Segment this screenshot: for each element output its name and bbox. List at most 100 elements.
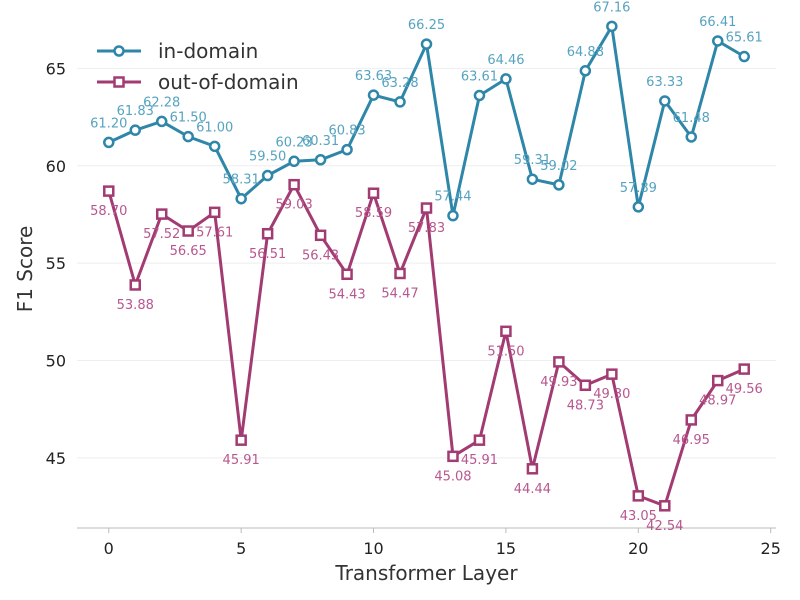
data-label-in-domain-0: 61.20 — [90, 116, 127, 131]
grid-lines — [77, 67, 776, 459]
series-out-of-domain — [103, 178, 750, 512]
data-label-out-of-domain-11: 54.47 — [381, 286, 418, 301]
legend-item-in-domain: in-domain — [97, 39, 258, 63]
point-out-of-domain-6 — [261, 228, 274, 240]
data-label-out-of-domain-20: 43.05 — [620, 509, 657, 524]
point-in-domain-20 — [632, 201, 645, 213]
y-axis-title: F1 Score — [13, 226, 37, 313]
data-label-out-of-domain-21: 42.54 — [646, 519, 683, 534]
data-label-in-domain-18: 64.88 — [567, 45, 604, 60]
point-out-of-domain-23 — [712, 374, 724, 387]
point-out-of-domain-7 — [288, 178, 300, 191]
point-out-of-domain-18 — [579, 379, 592, 392]
data-label-in-domain-2: 62.28 — [143, 95, 180, 110]
y-tick-label-55: 55 — [46, 254, 66, 273]
point-in-domain-6 — [261, 169, 274, 182]
point-in-domain-24 — [738, 50, 750, 63]
data-label-out-of-domain-15: 51.50 — [487, 344, 524, 359]
point-in-domain-13 — [447, 209, 459, 222]
data-label-out-of-domain-12: 57.83 — [408, 221, 445, 236]
data-label-out-of-domain-10: 58.59 — [355, 206, 392, 221]
point-in-domain-2 — [155, 115, 168, 128]
x-tick-label-10: 10 — [363, 539, 383, 558]
data-label-out-of-domain-23: 48.97 — [699, 394, 736, 409]
data-label-in-domain-13: 57.44 — [434, 190, 471, 205]
point-in-domain-11 — [394, 96, 406, 108]
data-label-in-domain-11: 63.28 — [381, 76, 418, 91]
series-in-domain — [103, 20, 750, 222]
legend-item-out-of-domain: out-of-domain — [97, 70, 299, 94]
data-label-in-domain-7: 60.23 — [276, 135, 313, 150]
data-label-out-of-domain-19: 49.30 — [593, 387, 630, 402]
point-out-of-domain-3 — [182, 225, 194, 237]
point-out-of-domain-12 — [420, 202, 433, 214]
x-tick-label-5: 5 — [236, 539, 246, 558]
data-label-out-of-domain-1: 53.88 — [117, 298, 154, 313]
y-tick-label-45: 45 — [46, 449, 66, 468]
data-label-in-domain-21: 63.33 — [646, 75, 683, 90]
data-label-in-domain-6: 59.50 — [249, 150, 286, 165]
x-tick-label-25: 25 — [761, 539, 781, 558]
point-in-domain-19 — [606, 20, 618, 33]
data-label-in-domain-19: 67.16 — [593, 0, 630, 15]
data-label-in-domain-15: 64.46 — [487, 53, 524, 68]
data-label-in-domain-24: 65.61 — [726, 31, 763, 46]
series-layer — [103, 20, 750, 512]
point-out-of-domain-21 — [659, 500, 671, 512]
data-label-out-of-domain-7: 59.03 — [276, 198, 313, 213]
legend: in-domain out-of-domain — [97, 39, 299, 94]
point-out-of-domain-0 — [103, 185, 115, 197]
data-label-in-domain-8: 60.31 — [302, 134, 339, 149]
data-label-out-of-domain-9: 54.43 — [328, 287, 365, 302]
point-in-domain-22 — [685, 131, 698, 143]
data-label-in-domain-5: 58.31 — [223, 173, 260, 188]
data-label-out-of-domain-8: 56.43 — [302, 248, 339, 263]
data-label-in-domain-16: 59.31 — [514, 153, 551, 168]
point-in-domain-15 — [500, 73, 512, 85]
legend-marker-in-domain — [113, 45, 125, 57]
y-tick-label-65: 65 — [46, 59, 66, 78]
point-out-of-domain-10 — [367, 187, 380, 199]
data-label-in-domain-1: 61.83 — [117, 104, 154, 119]
point-in-domain-14 — [473, 89, 486, 102]
point-out-of-domain-24 — [738, 363, 750, 375]
x-axis-ticks: 0 5 10 15 20 25 — [104, 528, 781, 558]
data-label-out-of-domain-14: 45.91 — [461, 453, 498, 468]
point-out-of-domain-22 — [685, 414, 698, 426]
point-in-domain-16 — [526, 173, 539, 185]
data-label-in-domain-23: 66.41 — [699, 15, 736, 30]
point-in-domain-3 — [182, 130, 194, 143]
point-out-of-domain-19 — [606, 368, 618, 380]
data-label-in-domain-3: 61.50 — [170, 111, 207, 126]
data-label-in-domain-22: 61.48 — [673, 111, 710, 126]
point-in-domain-4 — [208, 140, 221, 153]
point-out-of-domain-11 — [394, 267, 406, 280]
data-label-in-domain-10: 63.63 — [355, 69, 392, 84]
data-label-out-of-domain-5: 45.91 — [223, 453, 260, 468]
point-in-domain-10 — [367, 89, 380, 101]
x-tick-label-20: 20 — [628, 539, 648, 558]
point-out-of-domain-13 — [447, 450, 459, 463]
point-out-of-domain-4 — [208, 206, 221, 219]
data-label-out-of-domain-6: 56.51 — [249, 247, 286, 262]
data-label-in-domain-14: 63.61 — [461, 69, 498, 84]
legend-label-in-domain: in-domain — [158, 39, 258, 63]
data-label-out-of-domain-17: 49.93 — [540, 375, 577, 390]
point-in-domain-17 — [553, 179, 565, 191]
point-in-domain-23 — [712, 35, 724, 47]
point-in-domain-9 — [341, 143, 353, 156]
data-label-out-of-domain-0: 58.70 — [90, 204, 127, 219]
point-out-of-domain-14 — [473, 434, 486, 446]
x-tick-label-0: 0 — [104, 539, 114, 558]
point-out-of-domain-15 — [500, 325, 512, 338]
point-out-of-domain-16 — [526, 463, 539, 475]
point-in-domain-5 — [235, 192, 247, 205]
data-label-out-of-domain-24: 49.56 — [726, 382, 763, 397]
data-label-out-of-domain-18: 48.73 — [567, 398, 604, 413]
point-in-domain-18 — [579, 65, 592, 77]
point-out-of-domain-17 — [553, 356, 565, 368]
point-out-of-domain-20 — [632, 490, 645, 502]
point-out-of-domain-8 — [314, 229, 327, 242]
point-in-domain-21 — [659, 95, 671, 107]
